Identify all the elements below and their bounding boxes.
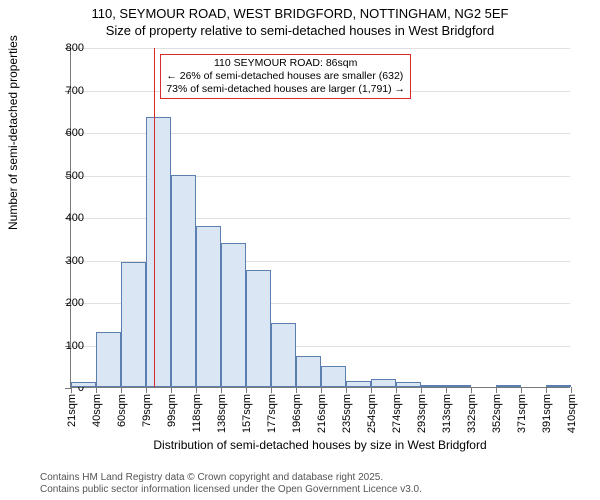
chart-title: 110, SEYMOUR ROAD, WEST BRIDGFORD, NOTTI… xyxy=(0,6,600,23)
chart-wrap: 0100200300400500600700800 110 SEYMOUR RO… xyxy=(50,48,580,428)
histogram-bar xyxy=(146,117,171,387)
x-tick xyxy=(421,387,422,393)
x-tick xyxy=(546,387,547,393)
x-tick xyxy=(496,387,497,393)
histogram-bar xyxy=(121,262,146,387)
x-tick-label: 118sqm xyxy=(191,394,203,432)
histogram-bar xyxy=(271,323,296,387)
gridline xyxy=(71,48,570,49)
annot-smaller: ← 26% of semi-detached houses are smalle… xyxy=(166,70,405,83)
histogram-bar xyxy=(346,381,371,387)
x-tick xyxy=(171,387,172,393)
y-axis-label: Number of semi-detached properties xyxy=(6,35,20,230)
reference-annotation: 110 SEYMOUR ROAD: 86sqm ← 26% of semi-de… xyxy=(160,54,411,99)
histogram-bar xyxy=(446,385,471,387)
x-tick xyxy=(371,387,372,393)
histogram-bar xyxy=(96,332,121,387)
y-tick-label: 800 xyxy=(44,42,84,54)
x-tick xyxy=(96,387,97,393)
x-tick xyxy=(271,387,272,393)
y-tick-label: 500 xyxy=(44,170,84,182)
x-tick xyxy=(346,387,347,393)
footer-line-2: Contains public sector information licen… xyxy=(40,484,422,496)
x-tick-label: 352sqm xyxy=(491,394,503,433)
x-tick-label: 138sqm xyxy=(216,394,228,433)
x-tick-label: 21sqm xyxy=(66,394,78,427)
x-tick xyxy=(321,387,322,393)
histogram-bar xyxy=(421,385,446,387)
histogram-bar xyxy=(296,356,321,387)
histogram-bar xyxy=(546,385,571,387)
y-tick-label: 200 xyxy=(44,297,84,309)
x-tick xyxy=(196,387,197,393)
y-tick-label: 400 xyxy=(44,212,84,224)
x-tick-label: 391sqm xyxy=(541,394,553,433)
reference-line xyxy=(154,48,155,387)
annot-title: 110 SEYMOUR ROAD: 86sqm xyxy=(166,57,405,70)
y-tick-label: 300 xyxy=(44,255,84,267)
chart-subtitle: Size of property relative to semi-detach… xyxy=(0,23,600,40)
x-tick xyxy=(71,387,72,393)
histogram-bar xyxy=(171,175,196,388)
x-tick xyxy=(221,387,222,393)
x-tick-label: 313sqm xyxy=(441,394,453,433)
x-tick-label: 60sqm xyxy=(116,394,128,427)
x-tick xyxy=(521,387,522,393)
x-tick-label: 410sqm xyxy=(566,394,578,433)
y-tick-label: 600 xyxy=(44,127,84,139)
x-tick xyxy=(396,387,397,393)
x-axis-label: Distribution of semi-detached houses by … xyxy=(70,438,570,452)
histogram-bar xyxy=(221,243,246,388)
chart-container: 110, SEYMOUR ROAD, WEST BRIDGFORD, NOTTI… xyxy=(0,0,600,500)
x-tick xyxy=(446,387,447,393)
x-tick-label: 99sqm xyxy=(166,394,178,427)
footer-line-1: Contains HM Land Registry data © Crown c… xyxy=(40,472,422,484)
x-tick-label: 235sqm xyxy=(341,394,353,433)
x-tick-label: 371sqm xyxy=(516,394,528,433)
x-tick xyxy=(471,387,472,393)
chart-titles: 110, SEYMOUR ROAD, WEST BRIDGFORD, NOTTI… xyxy=(0,0,600,40)
histogram-bar xyxy=(396,382,421,387)
histogram-bar xyxy=(71,382,96,387)
histogram-bar xyxy=(196,226,221,388)
x-tick xyxy=(246,387,247,393)
histogram-bar xyxy=(246,270,271,387)
x-tick-label: 40sqm xyxy=(91,394,103,427)
x-tick xyxy=(296,387,297,393)
x-tick-label: 196sqm xyxy=(291,394,303,433)
x-tick-label: 332sqm xyxy=(466,394,478,433)
x-tick xyxy=(571,387,572,393)
histogram-bar xyxy=(321,366,346,387)
x-tick-label: 79sqm xyxy=(141,394,153,427)
y-tick-label: 100 xyxy=(44,340,84,352)
x-tick-label: 177sqm xyxy=(266,394,278,433)
x-tick xyxy=(121,387,122,393)
plot-area: 0100200300400500600700800 110 SEYMOUR RO… xyxy=(70,48,570,388)
histogram-bar xyxy=(371,379,396,388)
fineprint: Contains HM Land Registry data © Crown c… xyxy=(40,472,422,496)
x-tick-label: 216sqm xyxy=(316,394,328,433)
x-tick-label: 254sqm xyxy=(366,394,378,433)
x-tick-label: 274sqm xyxy=(391,394,403,433)
annot-larger: 73% of semi-detached houses are larger (… xyxy=(166,83,405,96)
x-tick-label: 293sqm xyxy=(416,394,428,433)
x-tick-label: 157sqm xyxy=(241,394,253,433)
histogram-bar xyxy=(496,385,521,387)
x-tick xyxy=(146,387,147,393)
y-tick-label: 700 xyxy=(44,85,84,97)
